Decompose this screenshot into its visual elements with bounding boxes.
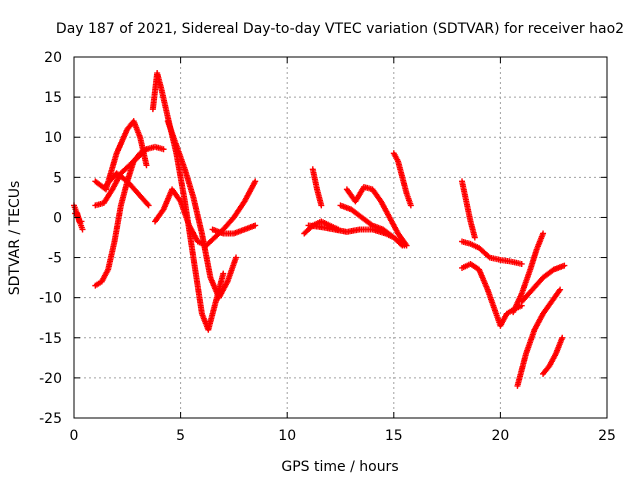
y-tick-label: 0 xyxy=(53,210,62,226)
x-tick-label: 20 xyxy=(491,428,509,444)
x-tick-label: 0 xyxy=(70,428,79,444)
series-1 xyxy=(72,210,85,225)
series-15 xyxy=(390,150,414,209)
series-17 xyxy=(459,238,525,267)
data-point xyxy=(471,234,478,241)
x-tick-label: 15 xyxy=(385,428,403,444)
x-tick-label: 5 xyxy=(176,428,185,444)
data-point xyxy=(145,202,152,209)
data-point xyxy=(220,270,227,277)
y-tick-label: -10 xyxy=(39,291,62,307)
data-point xyxy=(403,242,410,249)
data-point xyxy=(252,178,259,185)
series-21 xyxy=(514,286,564,389)
y-tick-label: 10 xyxy=(44,130,62,146)
tick-layer: 0 5 10 15 20 25 -25 -20 -15 -10 -5 0 5 10 15 20 xyxy=(39,50,616,444)
y-tick-label: 5 xyxy=(53,170,62,186)
series-7 xyxy=(149,70,227,333)
x-axis-label: GPS time / hours xyxy=(281,459,398,475)
series-18 xyxy=(459,260,525,329)
data-marker xyxy=(144,201,151,208)
data-point xyxy=(79,226,86,233)
data-point xyxy=(143,162,150,169)
series-5 xyxy=(102,170,152,209)
series-14 xyxy=(343,183,410,249)
data-point xyxy=(78,218,85,225)
data-layer xyxy=(71,70,568,389)
y-tick-label: 15 xyxy=(44,90,62,106)
y-tick-label: -25 xyxy=(39,411,62,427)
data-point xyxy=(561,262,568,269)
x-tick-label: 10 xyxy=(278,428,296,444)
y-tick-label: -5 xyxy=(48,251,62,267)
series-13 xyxy=(337,202,408,249)
plot-frame xyxy=(73,56,608,419)
y-tick-label: -15 xyxy=(39,331,62,347)
series-20 xyxy=(518,262,568,305)
series-9 xyxy=(209,222,259,237)
y-tick-label: -20 xyxy=(39,371,62,387)
x-tick-label: 25 xyxy=(598,428,616,444)
series-8 xyxy=(164,118,240,301)
series-4 xyxy=(92,118,150,193)
series-11 xyxy=(309,166,325,209)
data-point xyxy=(557,286,564,293)
chart-title: Day 187 of 2021, Sidereal Day-to-day VTE… xyxy=(56,21,624,37)
data-point xyxy=(233,254,240,261)
series-22 xyxy=(540,334,566,377)
data-point xyxy=(318,202,325,209)
y-tick-label: 20 xyxy=(44,50,62,66)
series-19 xyxy=(510,230,547,316)
y-axis-label: SDTVAR / TECUs xyxy=(7,181,23,296)
data-point xyxy=(252,222,259,229)
data-point xyxy=(518,260,525,267)
grid-layer xyxy=(74,57,607,418)
data-point xyxy=(559,334,566,341)
series-16 xyxy=(459,178,478,241)
data-point xyxy=(407,202,414,209)
data-point xyxy=(540,230,547,237)
data-point xyxy=(160,146,167,153)
